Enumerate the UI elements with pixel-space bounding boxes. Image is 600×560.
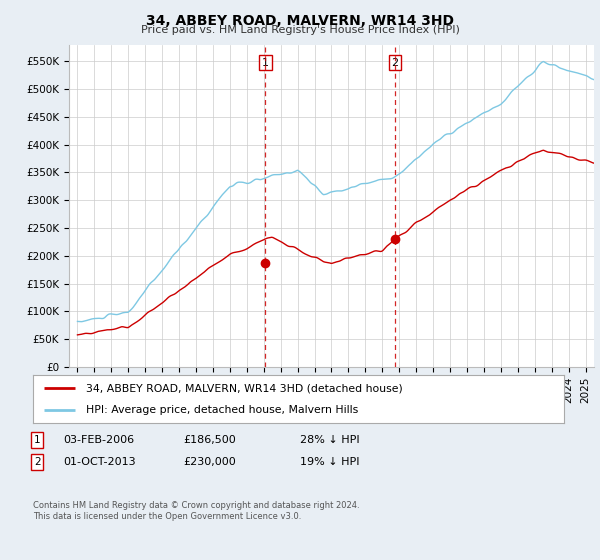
Text: 2: 2: [34, 457, 41, 467]
Text: 28% ↓ HPI: 28% ↓ HPI: [300, 435, 359, 445]
Text: 03-FEB-2006: 03-FEB-2006: [63, 435, 134, 445]
Text: HPI: Average price, detached house, Malvern Hills: HPI: Average price, detached house, Malv…: [86, 405, 358, 415]
Text: 34, ABBEY ROAD, MALVERN, WR14 3HD: 34, ABBEY ROAD, MALVERN, WR14 3HD: [146, 14, 454, 28]
Text: 1: 1: [34, 435, 41, 445]
Text: 19% ↓ HPI: 19% ↓ HPI: [300, 457, 359, 467]
Text: £186,500: £186,500: [183, 435, 236, 445]
Text: 1: 1: [262, 58, 269, 68]
Text: Price paid vs. HM Land Registry's House Price Index (HPI): Price paid vs. HM Land Registry's House …: [140, 25, 460, 35]
Text: 01-OCT-2013: 01-OCT-2013: [63, 457, 136, 467]
Text: 34, ABBEY ROAD, MALVERN, WR14 3HD (detached house): 34, ABBEY ROAD, MALVERN, WR14 3HD (detac…: [86, 383, 403, 393]
Text: 2: 2: [391, 58, 398, 68]
Text: Contains HM Land Registry data © Crown copyright and database right 2024.
This d: Contains HM Land Registry data © Crown c…: [33, 501, 359, 521]
Text: £230,000: £230,000: [183, 457, 236, 467]
